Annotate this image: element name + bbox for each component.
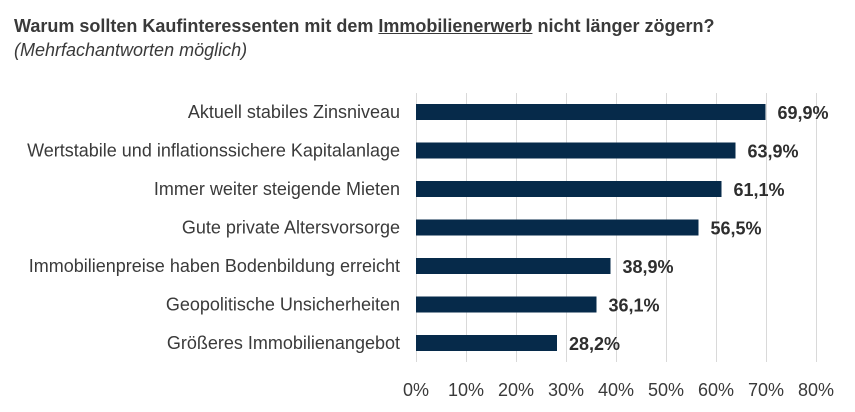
category-label: Aktuell stabiles Zinsniveau <box>188 102 400 122</box>
category-label: Geopolitische Unsicherheiten <box>166 295 400 315</box>
x-tick-label: 10% <box>448 380 484 400</box>
title-part1: Warum sollten Kaufinteressenten mit dem <box>14 16 379 36</box>
x-tick-label: 50% <box>648 380 684 400</box>
x-tick-label: 20% <box>498 380 534 400</box>
x-tick-label: 0% <box>403 380 429 400</box>
title-part2: nicht länger zögern? <box>532 16 715 36</box>
category-label: Größeres Immobilienangebot <box>167 333 400 353</box>
bar-6 <box>416 296 597 313</box>
value-label: 28,2% <box>569 334 620 354</box>
x-tick-label: 40% <box>598 380 634 400</box>
bar-1 <box>416 104 766 120</box>
chart-title: Warum sollten Kaufinteressenten mit dem … <box>14 14 774 62</box>
value-label: 69,9% <box>778 103 829 123</box>
bar-4 <box>416 219 699 236</box>
x-tick-label: 70% <box>748 380 784 400</box>
x-tick-label: 80% <box>798 380 834 400</box>
category-label: Gute private Altersvorsorge <box>182 218 400 238</box>
value-label: 61,1% <box>734 180 785 200</box>
title-underlined: Immobilienerwerb <box>378 16 533 36</box>
chart-subtitle: (Mehrfachantworten möglich) <box>14 40 248 60</box>
bar-3 <box>416 181 722 197</box>
bar-2 <box>416 142 736 159</box>
category-label: Immobilienpreise haben Bodenbildung erre… <box>29 256 400 276</box>
x-tick-label: 30% <box>548 380 584 400</box>
value-label: 38,9% <box>623 257 674 277</box>
value-label: 36,1% <box>609 296 660 316</box>
category-label: Wertstabile und inflationssichere Kapita… <box>27 141 400 161</box>
bar-7 <box>416 335 557 351</box>
value-label: 63,9% <box>748 142 799 162</box>
x-tick-label: 60% <box>698 380 734 400</box>
bar-5 <box>416 258 611 274</box>
category-label: Immer weiter steigende Mieten <box>154 179 400 199</box>
value-label: 56,5% <box>711 219 762 239</box>
